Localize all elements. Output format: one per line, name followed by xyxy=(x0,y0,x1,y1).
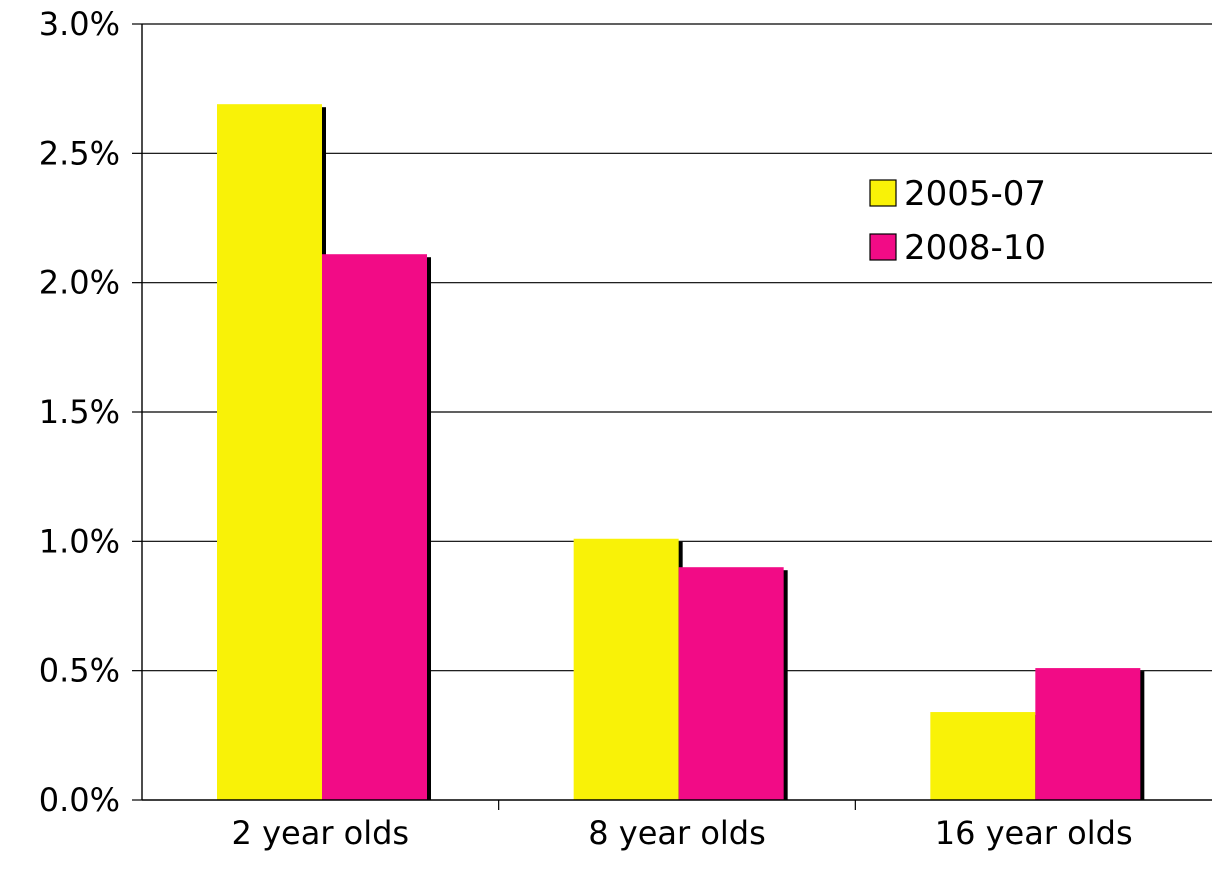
y-tick-label: 0.5% xyxy=(39,652,120,690)
x-category-label: 8 year olds xyxy=(588,814,766,852)
bar xyxy=(1035,668,1141,800)
y-axis-ticks: 0.0% 0.5% 1.0% 1.5% 2.0% 2.5% 3.0% xyxy=(39,5,142,819)
y-tick-label: 2.5% xyxy=(39,134,120,172)
y-tick-label: 3.0% xyxy=(39,5,120,43)
x-category-label: 2 year olds xyxy=(232,814,410,852)
legend-label: 2008-10 xyxy=(904,228,1046,268)
y-tick-label: 1.0% xyxy=(39,522,120,560)
legend-swatch xyxy=(869,233,897,261)
x-axis-labels: 2 year olds 8 year olds 16 year olds xyxy=(232,814,1133,852)
y-tick-label: 1.5% xyxy=(39,393,120,431)
x-category-label: 16 year olds xyxy=(935,814,1133,852)
legend-swatch xyxy=(869,179,897,207)
y-tick-label: 0.0% xyxy=(39,781,120,819)
bar xyxy=(322,254,427,801)
bar xyxy=(678,567,784,800)
bars xyxy=(217,104,1145,801)
bar xyxy=(930,712,1036,800)
legend: 2005-07 2008-10 xyxy=(869,174,1046,268)
y-tick-label: 2.0% xyxy=(39,264,120,302)
bar xyxy=(573,538,679,800)
legend-label: 2005-07 xyxy=(904,174,1046,214)
bar xyxy=(217,104,322,801)
